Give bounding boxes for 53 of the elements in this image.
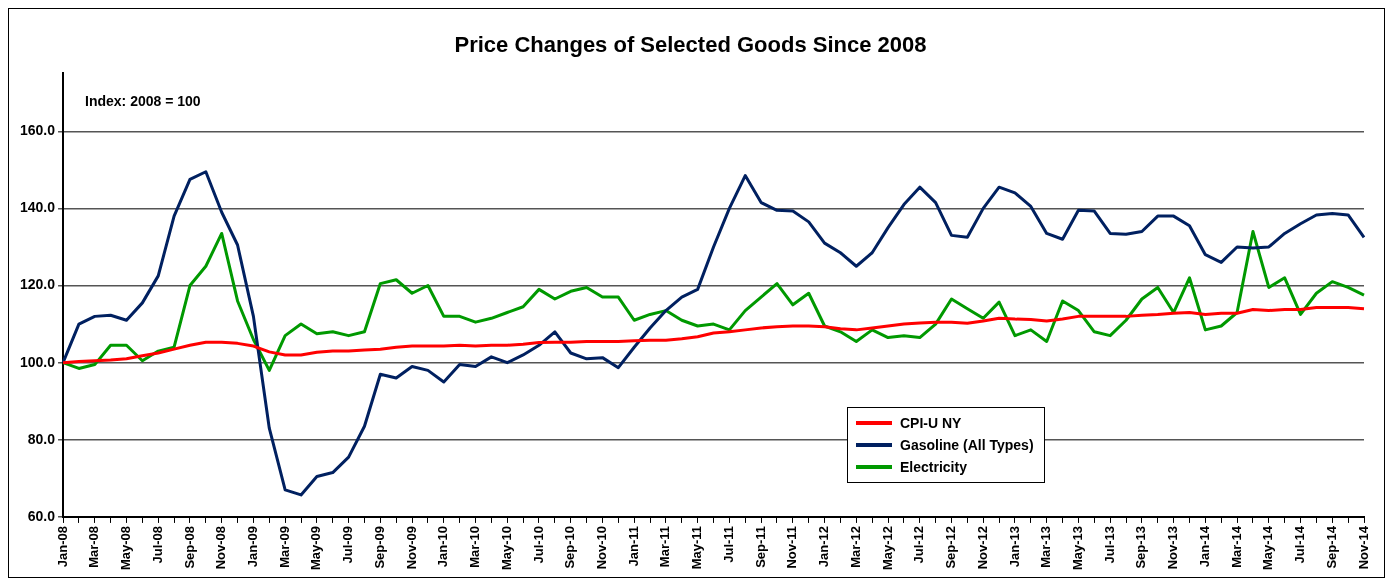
x-tick-label: Mar-13 (1038, 525, 1054, 568)
x-tick-label: Mar-11 (657, 525, 673, 568)
legend-label: CPI-U NY (900, 415, 962, 431)
legend-label: Electricity (900, 459, 967, 475)
x-tick-label: Jan-08 (54, 525, 70, 568)
legend-label: Gasoline (All Types) (900, 437, 1034, 453)
x-tick-label: Mar-09 (276, 525, 292, 568)
x-tick-label: Jan-14 (1196, 525, 1212, 568)
x-tick-label: May-08 (118, 525, 134, 570)
x-tick-label: Jul-11 (720, 525, 736, 563)
x-tick-label: Nov-11 (784, 525, 800, 569)
x-tick-label: Mar-08 (86, 525, 102, 568)
x-tick-label: May-11 (689, 525, 705, 570)
x-tick-label: Jan-13 (1006, 525, 1022, 568)
x-tick-label: May-12 (879, 525, 895, 570)
y-tick-label: 60.0 (27, 507, 56, 524)
chart-title: Price Changes of Selected Goods Since 2008 (454, 32, 927, 58)
x-tick-label: Jan-09 (245, 525, 260, 568)
x-tick-label: Nov-10 (594, 525, 610, 570)
x-tick-label: Jan-11 (625, 525, 641, 567)
x-tick-label: Jan-12 (816, 525, 832, 568)
x-tick-label: May-14 (1260, 525, 1276, 570)
x-tick-label: Jul-09 (340, 525, 356, 564)
x-tick-label: Sep-12 (943, 525, 959, 569)
x-tick-label: Sep-11 (752, 525, 768, 568)
x-tick-label: Nov-13 (1165, 525, 1181, 570)
y-tick-label: 80.0 (27, 430, 56, 447)
annotation: Index: 2008 = 100 (85, 93, 201, 110)
x-tick-label: Nov-14 (1355, 525, 1371, 570)
x-tick-label: Sep-13 (1133, 525, 1149, 569)
x-tick-label: Mar-12 (847, 525, 863, 568)
x-tick-label: Nov-12 (974, 525, 990, 570)
x-tick-label: Jul-14 (1292, 525, 1308, 564)
x-tick-label: May-10 (498, 525, 514, 570)
x-tick-label: Nov-08 (213, 525, 229, 570)
y-tick-label: 120.0 (19, 276, 56, 293)
x-tick-label: May-09 (308, 525, 324, 570)
y-tick-label: 160.0 (19, 122, 56, 139)
x-tick-label: Jul-08 (149, 525, 165, 564)
x-tick-label: Jul-12 (911, 525, 927, 564)
y-tick-label: 100.0 (19, 353, 56, 370)
x-tick-label: Jul-13 (1101, 525, 1117, 564)
x-tick-label: Sep-10 (562, 525, 578, 569)
x-tick-label: Jul-10 (530, 525, 546, 564)
x-tick-label: Sep-14 (1323, 525, 1339, 569)
x-tick-label: May-13 (1070, 525, 1085, 570)
x-tick-label: Mar-14 (1228, 525, 1244, 568)
y-tick-label: 140.0 (19, 199, 56, 216)
x-tick-label: Jan-10 (435, 525, 451, 568)
x-tick-label: Nov-09 (403, 525, 419, 570)
x-tick-label: Mar-10 (467, 525, 483, 568)
x-tick-label: Sep-09 (371, 525, 387, 569)
x-tick-label: Sep-08 (181, 525, 197, 569)
